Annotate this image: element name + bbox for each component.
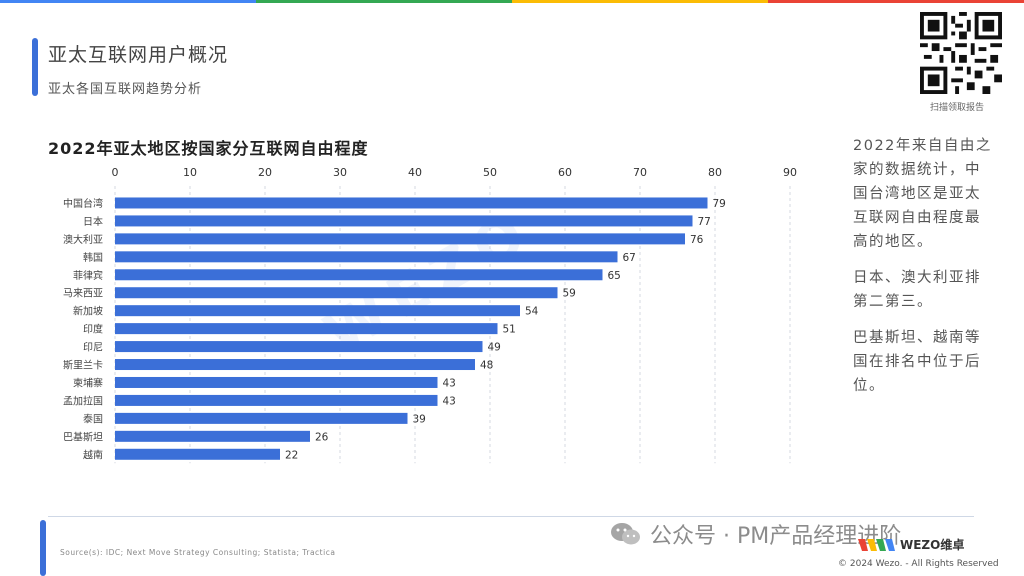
x-tick-label: 60 [558,166,572,179]
x-tick-label: 10 [183,166,197,179]
bar [115,215,693,227]
value-label: 65 [608,270,621,282]
source-note: Source(s): IDC; Next Move Strategy Consu… [60,548,336,557]
x-tick-label: 90 [783,166,797,179]
brand-name: WEZO维卓 [900,538,965,552]
bar [115,430,310,442]
bar-chart: 0 10 20 30 40 50 60 70 80 90 中国台湾 79 日本 77 澳大利亚 76 韩国 67 菲… [63,166,797,464]
value-label: 26 [315,431,329,443]
bar [115,323,498,335]
bar [115,376,438,388]
x-tick-label: 50 [483,166,497,179]
x-tick-label: 40 [408,166,422,179]
category-label: 韩国 [83,251,103,264]
x-tick-label: 80 [708,166,722,179]
top-color-bar [0,0,1024,3]
wechat-watermark: 公众号 · PM产品经理进阶 [610,518,901,550]
top-bar-green [256,0,512,3]
x-tick-label: 30 [333,166,347,179]
category-label: 日本 [83,215,103,228]
value-label: 54 [525,306,539,318]
bar [115,359,475,371]
category-label: 中国台湾 [63,197,103,210]
value-label: 43 [443,377,456,389]
title-accent-bar [32,38,38,96]
value-label: 39 [413,413,426,425]
watermark-text: 公众号 · PM产品经理进阶 [650,524,902,549]
category-label: 新加坡 [73,305,103,318]
insight-paragraph-2: 日本、澳大利亚排第二第三。 [853,270,981,310]
top-bar-blue [0,0,256,3]
chart-title: 2022年亚太地区按国家分互联网自由程度 [48,139,369,158]
category-label: 印度 [83,323,103,336]
bar [115,233,685,245]
category-label: 斯里兰卡 [63,359,103,372]
bar [115,394,438,406]
insight-text: 2022年来自自由之家的数据统计，中国台湾地区是亚太互联网自由程度最高的地区。 … [853,134,993,410]
value-label: 51 [503,324,516,336]
bar [115,269,603,281]
wezo-logo-icon [858,538,895,551]
bar [115,305,520,317]
category-label: 印尼 [83,342,103,354]
qr-code [920,12,1002,94]
value-label: 76 [690,234,704,246]
category-label: 澳大利亚 [63,233,103,246]
value-label: 43 [443,395,456,407]
bar [115,251,618,263]
category-label: 孟加拉国 [63,394,103,407]
bar [115,448,280,460]
footer-accent-bar [40,520,46,576]
x-tick-label: 20 [258,166,272,179]
copyright: © 2024 Wezo. - All Rights Reserved [838,559,999,569]
value-label: 59 [563,288,576,300]
page-title: 亚太互联网用户概况 [48,44,229,66]
value-label: 79 [713,198,726,210]
bar [115,412,408,424]
bar [115,287,558,299]
wechat-icon [611,523,640,545]
bar [115,197,708,209]
category-label: 菲律宾 [73,269,103,282]
page-subtitle: 亚太各国互联网趋势分析 [48,82,203,97]
value-label: 48 [480,360,493,372]
x-tick-label: 70 [633,166,647,179]
category-label: 柬埔寨 [73,376,103,389]
category-label: 马来西亚 [63,288,103,300]
footer-divider [48,516,974,517]
top-bar-yellow [512,0,768,3]
value-label: 67 [623,252,636,264]
value-label: 77 [698,216,711,228]
category-label: 泰国 [83,412,103,425]
insight-paragraph-1: 2022年来自自由之家的数据统计，中国台湾地区是亚太互联网自由程度最高的地区。 [853,138,992,250]
qr-caption: 扫描领取报告 [930,103,985,113]
top-bar-red [768,0,1024,3]
category-label: 越南 [83,448,103,461]
value-label: 22 [285,449,298,461]
insight-paragraph-3: 巴基斯坦、越南等国在排名中位于后位。 [853,330,981,394]
bar [115,341,483,353]
value-label: 49 [488,342,501,354]
brand-logo: WEZO维卓 [858,536,964,553]
x-tick-label: 0 [112,166,119,179]
category-label: 巴基斯坦 [63,430,103,443]
